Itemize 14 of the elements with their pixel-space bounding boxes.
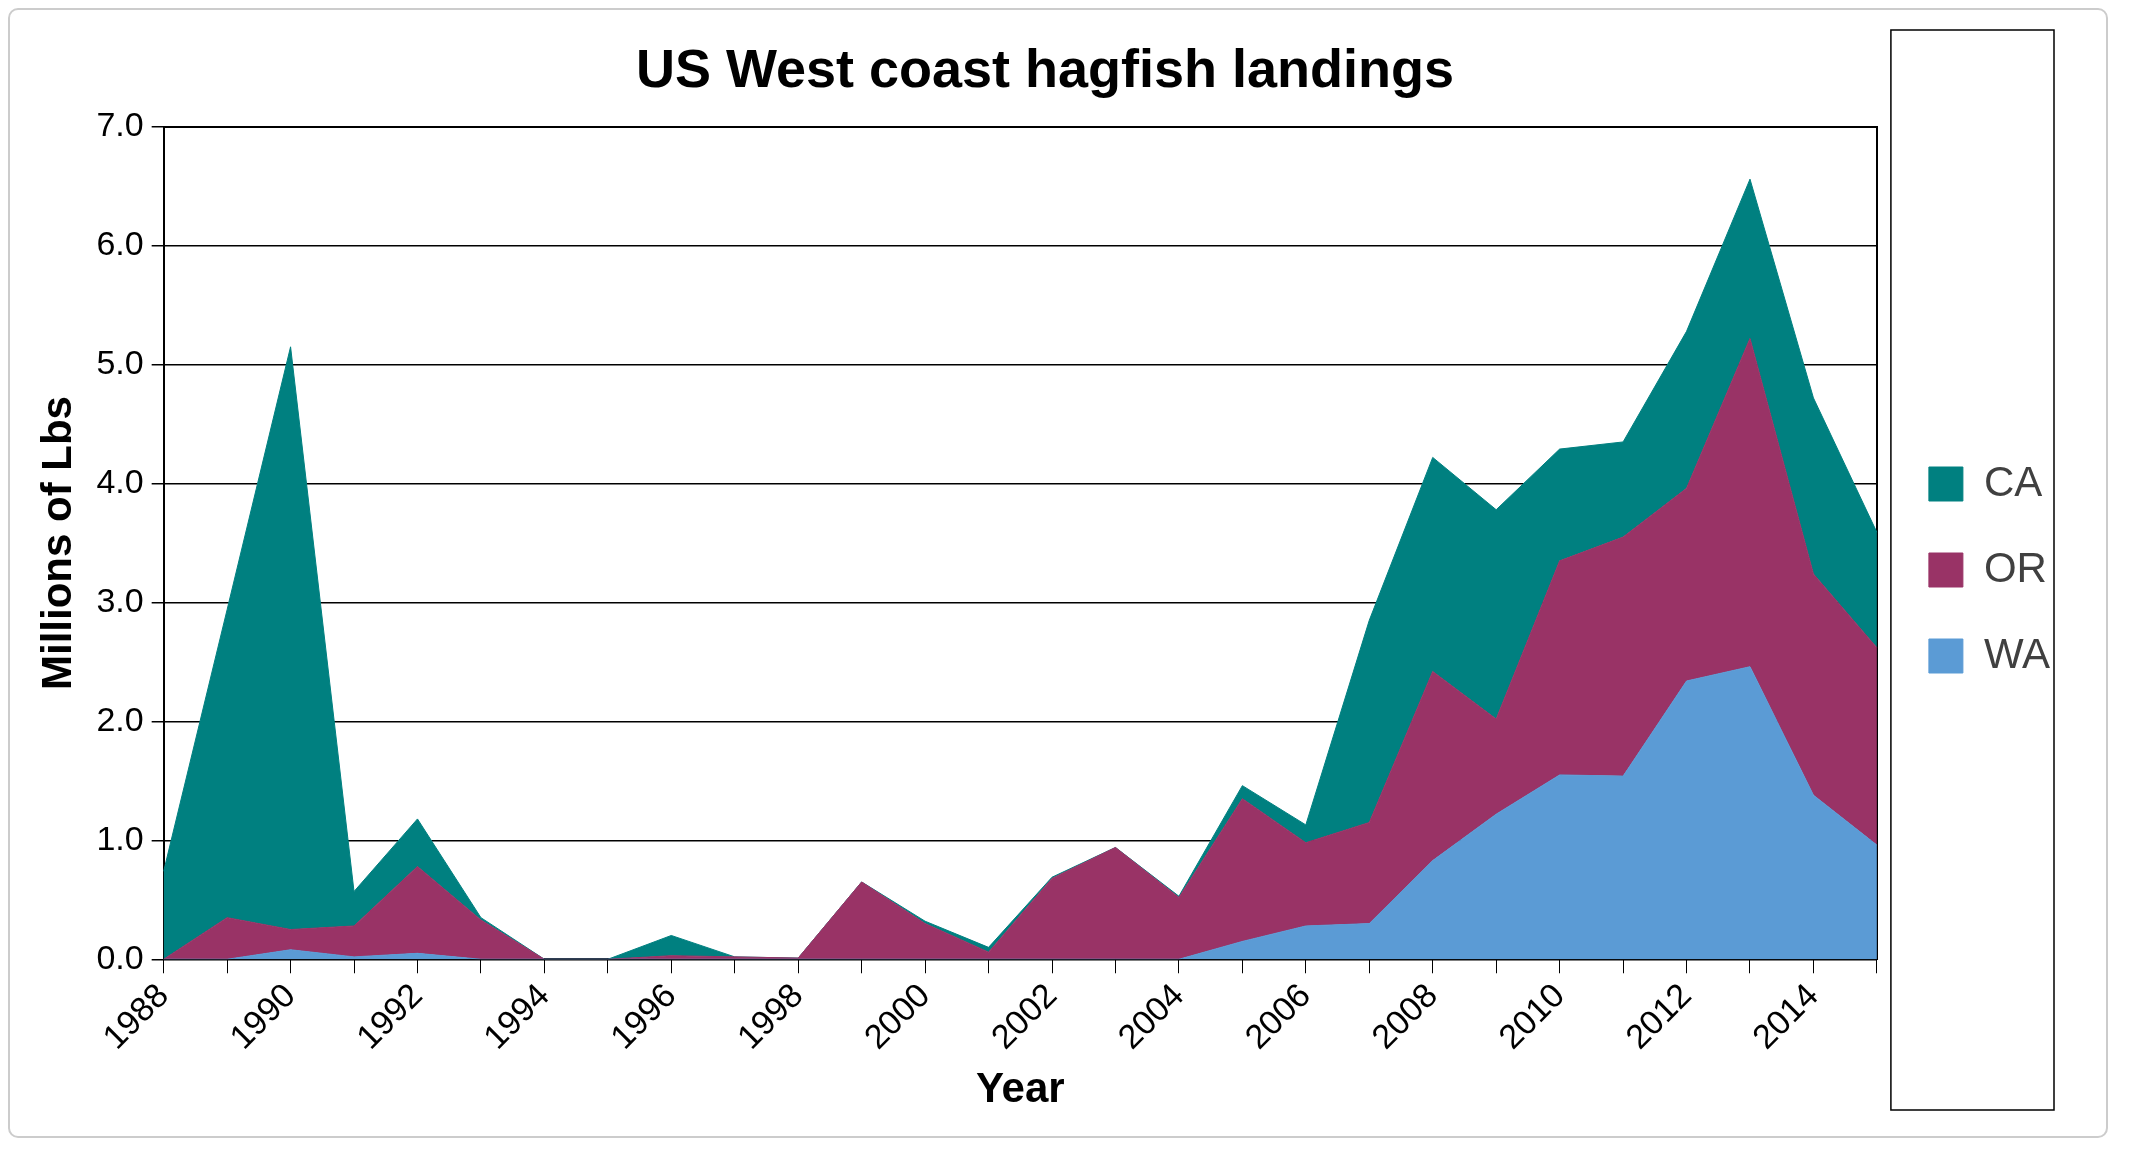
chart-title: US West coast hagfish landings — [635, 38, 1455, 99]
x-axis-title: Year — [975, 1064, 1065, 1112]
y-tick-label: 0.0 — [96, 937, 144, 976]
y-tick-label: 7.0 — [96, 105, 144, 144]
y-axis-title: Millions of Lbs — [32, 396, 80, 691]
legend-label: CA — [1983, 457, 2043, 505]
y-tick-label: 1.0 — [96, 818, 144, 857]
y-tick-label: 4.0 — [96, 461, 144, 500]
y-tick-label: 5.0 — [96, 343, 144, 382]
legend-label: OR — [1983, 543, 2047, 591]
y-tick-label: 6.0 — [96, 224, 144, 263]
y-tick-label: 3.0 — [96, 580, 144, 619]
y-tick-label: 2.0 — [96, 699, 144, 738]
legend-label: WA — [1983, 629, 2051, 677]
